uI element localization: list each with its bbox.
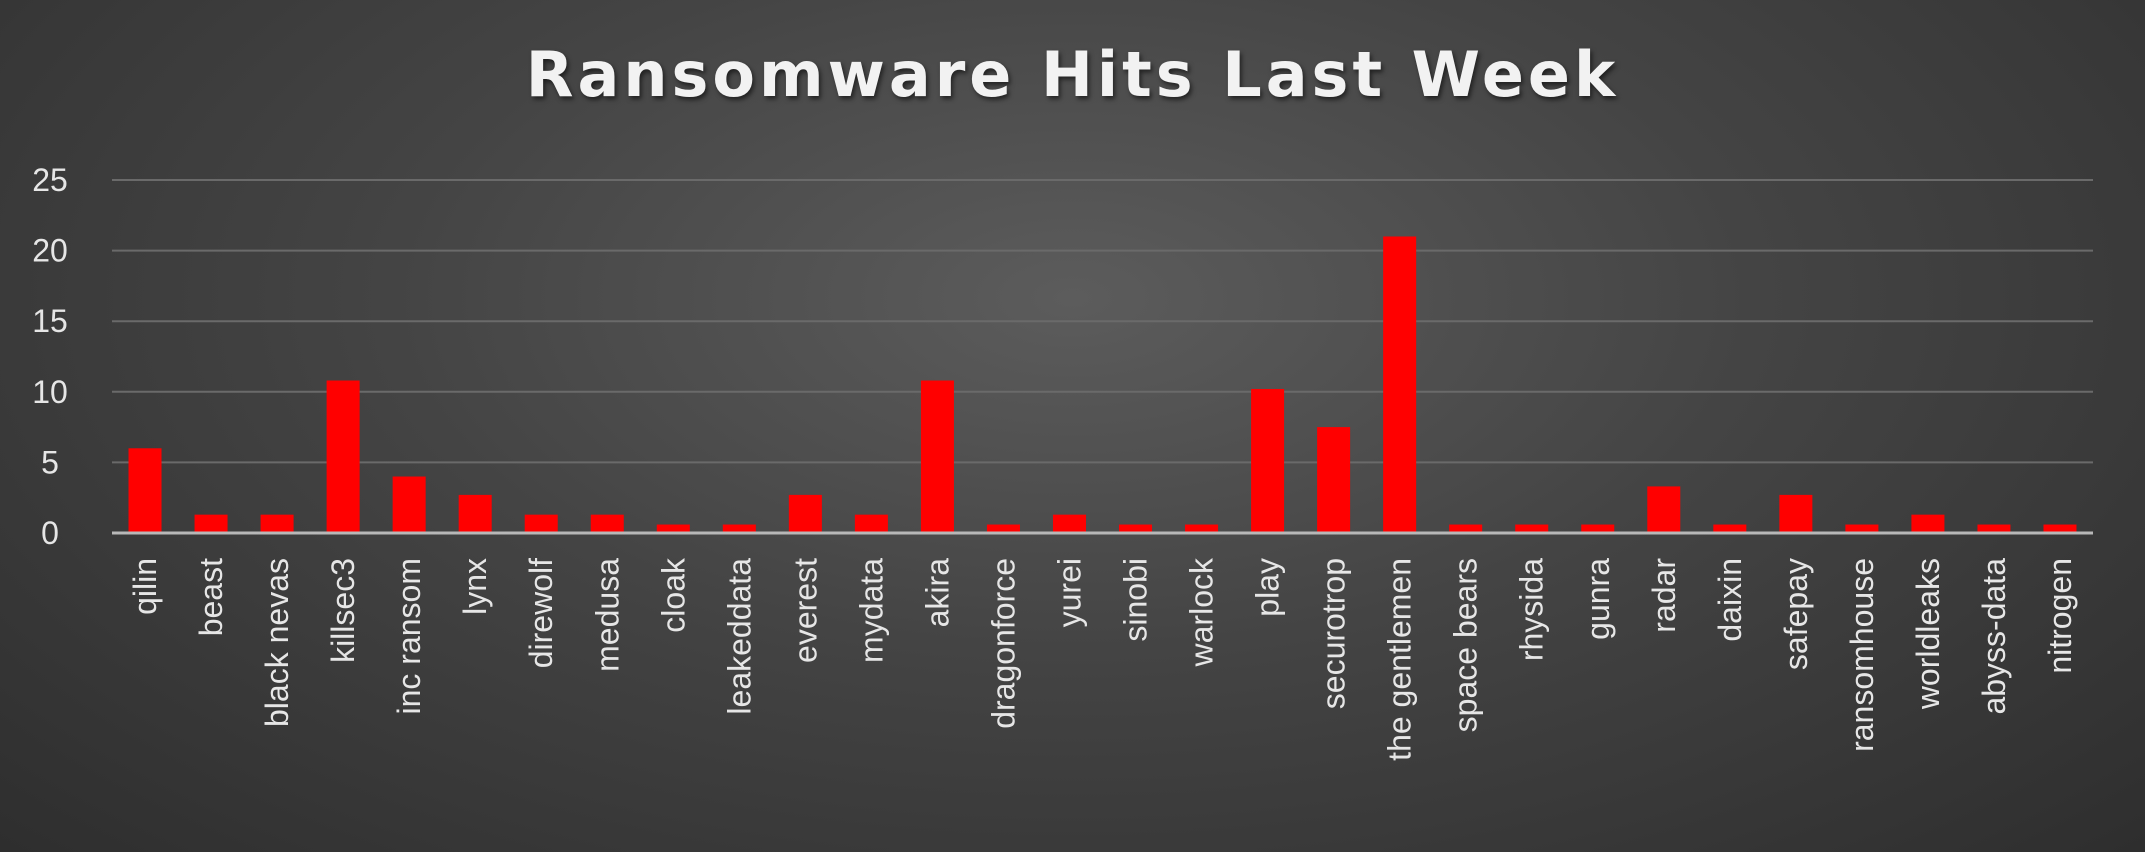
bar-warlock xyxy=(1185,524,1219,533)
x-tick-label: abyss-data xyxy=(1976,558,2012,715)
bar-leakeddata xyxy=(722,524,756,533)
x-tick-label: worldleaks xyxy=(1910,558,1946,710)
bar-abyss-data xyxy=(1977,524,2011,533)
bar-cloak xyxy=(656,524,690,533)
x-tick-label: radar xyxy=(1646,558,1682,633)
bar-direwolf xyxy=(524,514,558,533)
bar-daixin xyxy=(1713,524,1747,533)
x-tick-label: warlock xyxy=(1184,557,1220,667)
x-tick-label: medusa xyxy=(589,558,625,672)
bar-qilin xyxy=(128,448,162,533)
bar-black-nevas xyxy=(260,514,294,533)
x-tick-label: beast xyxy=(193,558,229,636)
x-tick-label: play xyxy=(1250,558,1286,617)
x-tick-label: leakeddata xyxy=(721,558,757,715)
bar-mydata xyxy=(854,514,888,533)
bar-rhysida xyxy=(1515,524,1549,533)
bar-sinobi xyxy=(1119,524,1153,533)
x-tick-label: mydata xyxy=(853,558,889,663)
x-tick-label: inc ransom xyxy=(391,558,427,715)
x-tick-label: gunra xyxy=(1580,558,1616,640)
x-tick-label: ransomhouse xyxy=(1844,558,1880,752)
bar-gunra xyxy=(1581,524,1615,533)
x-tick-label: yurei xyxy=(1051,558,1087,627)
x-tick-label: lynx xyxy=(457,558,493,615)
x-tick-label: akira xyxy=(919,558,955,628)
x-tick-label: nitrogen xyxy=(2042,558,2078,674)
x-tick-label: direwolf xyxy=(523,558,559,668)
x-tick-label: black nevas xyxy=(259,558,295,727)
x-tick-label: dragonforce xyxy=(985,558,1021,729)
x-tick-label: securotrop xyxy=(1316,558,1352,709)
x-tick-label: sinobi xyxy=(1118,558,1154,642)
bar-killsec3 xyxy=(326,380,360,533)
x-tick-label: daixin xyxy=(1712,558,1748,642)
x-tick-label: everest xyxy=(787,558,823,663)
x-tick-label: the gentlemen xyxy=(1382,558,1418,761)
bar-yurei xyxy=(1052,514,1086,533)
x-tick-label: rhysida xyxy=(1514,558,1550,661)
bars xyxy=(128,236,2077,534)
x-tick-label: killsec3 xyxy=(325,558,361,663)
bar-nitrogen xyxy=(2043,524,2077,533)
x-tick-label: space bears xyxy=(1448,558,1484,732)
y-tick-label: 0 xyxy=(41,515,59,551)
bar-worldleaks xyxy=(1911,514,1945,533)
y-tick-label: 5 xyxy=(41,444,59,480)
bar-akira xyxy=(920,380,954,533)
bar-everest xyxy=(788,494,822,533)
bar-safepay xyxy=(1779,494,1813,533)
chart-title: Ransomware Hits Last Week xyxy=(525,38,1620,111)
y-axis-ticks: 0 5 10 15 20 25 xyxy=(32,162,68,551)
x-tick-label: qilin xyxy=(127,558,163,615)
bar-ransomhouse xyxy=(1845,524,1879,533)
gridlines xyxy=(112,179,2093,464)
bar-radar xyxy=(1647,486,1681,533)
y-tick-label: 25 xyxy=(32,162,68,198)
x-axis-labels: qilin beast black nevas killsec3 inc ransom l… xyxy=(127,557,2078,761)
bar-lynx xyxy=(458,494,492,533)
bar-the-gentlemen xyxy=(1383,236,1417,534)
y-tick-label: 10 xyxy=(32,374,68,410)
y-tick-label: 20 xyxy=(32,233,68,269)
bar-securotrop xyxy=(1317,427,1351,533)
bar-dragonforce xyxy=(986,524,1020,533)
x-tick-label: cloak xyxy=(655,557,691,633)
bar-beast xyxy=(194,514,228,533)
x-tick-label: safepay xyxy=(1778,558,1814,670)
bar-space-bears xyxy=(1449,524,1483,533)
bar-play xyxy=(1251,388,1285,533)
bar-inc-ransom xyxy=(392,476,426,533)
bar-medusa xyxy=(590,514,624,533)
y-tick-label: 15 xyxy=(32,303,68,339)
